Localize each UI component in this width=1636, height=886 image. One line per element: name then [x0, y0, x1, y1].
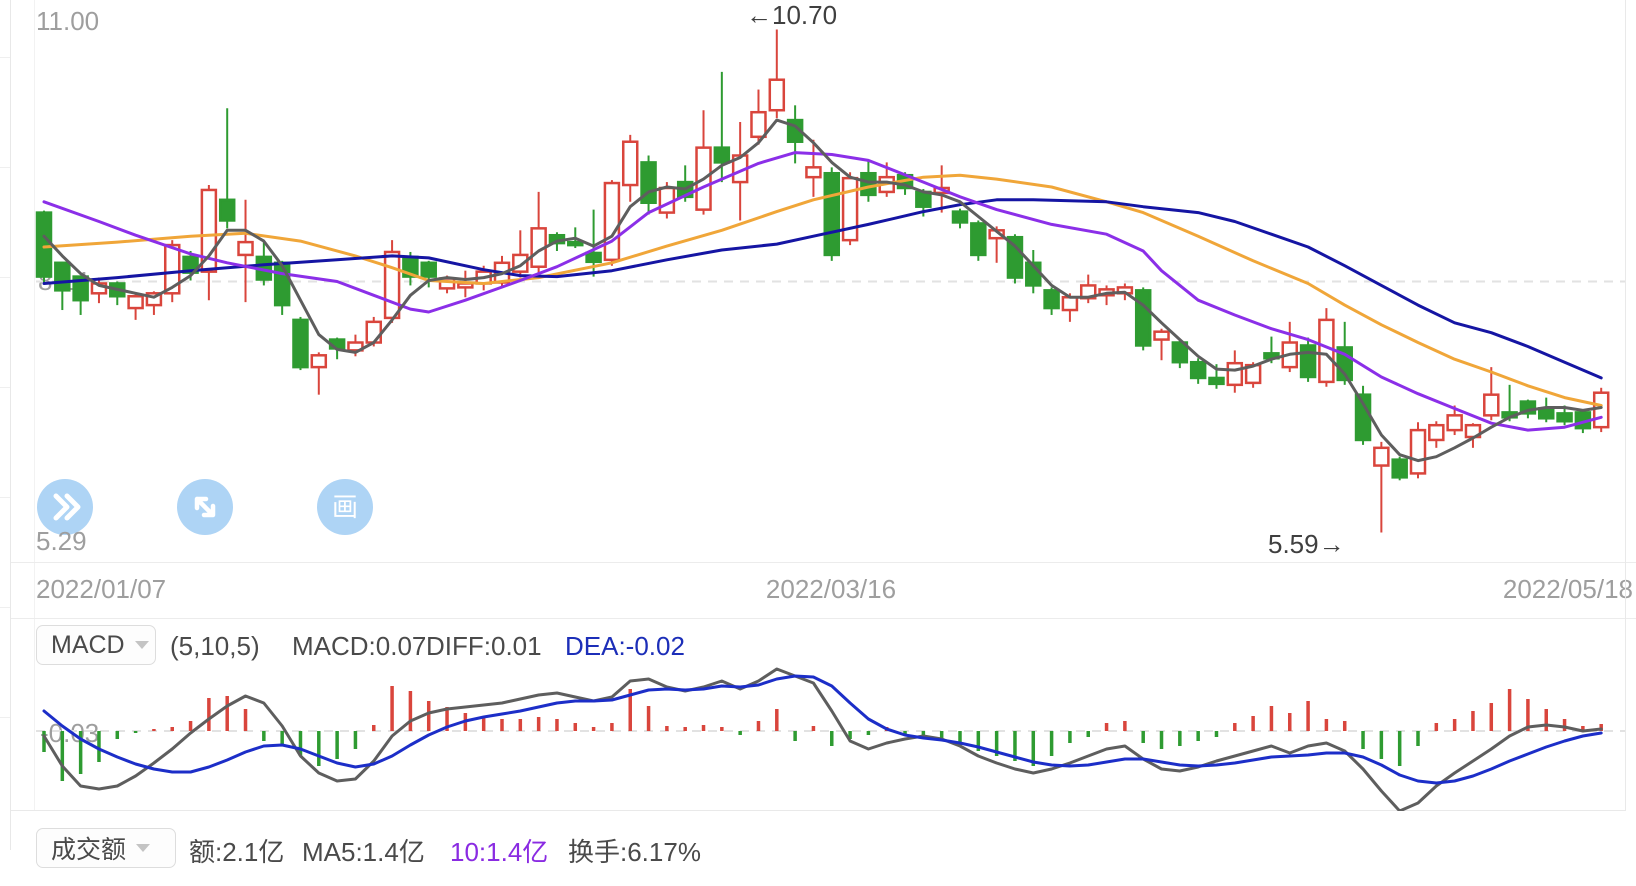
fullscreen-button[interactable] — [177, 479, 233, 535]
macd-indicator-selector[interactable]: MACD — [36, 625, 156, 665]
double-chevron-right-icon — [53, 493, 81, 521]
candlestick-canvas[interactable] — [0, 0, 1636, 562]
high-price-annotation: ←10.70 — [746, 0, 838, 30]
macd-panel[interactable]: MACD (5,10,5) MACD:0.07 DIFF:0.01 DEA:-0… — [0, 618, 1636, 811]
draw-tool-button[interactable]: 画 — [317, 479, 373, 535]
date-tick-start: 2022/01/07 — [36, 574, 167, 604]
volume-ma5: MA5:1.4亿 — [302, 837, 425, 867]
volume-indicator-selector[interactable]: 成交额 — [36, 828, 176, 868]
macd-canvas[interactable] — [0, 663, 1636, 811]
turnover-amount: 额:2.1亿 — [189, 837, 285, 867]
panel-divider — [10, 810, 1626, 811]
chevron-down-icon — [136, 844, 151, 852]
chart-right-border — [1625, 0, 1626, 810]
price-axis-max-label: 11.00 — [36, 6, 100, 36]
date-tick-end: 2022/05/18 — [1502, 574, 1633, 604]
turnover-rate: 换手:6.17% — [568, 837, 701, 867]
macd-selector-label: MACD — [51, 630, 125, 659]
chart-left-gridline — [34, 0, 35, 810]
volume-panel-header: 成交额 额:2.1亿 MA5:1.4亿 10:1.4亿 换手:6.17% — [0, 826, 1636, 886]
stock-chart-screen: 11.00 8.14 5.29 ←10.70 5.59→ 画 2022/01/0… — [0, 0, 1636, 868]
date-tick-middle: 2022/03/16 — [765, 574, 897, 604]
diff-value: DIFF:0.01 — [426, 631, 542, 661]
collapse-panel-button[interactable] — [37, 479, 93, 535]
left-axis-strip — [0, 0, 11, 850]
volume-ma10: 10:1.4亿 — [450, 837, 549, 867]
price-axis-min-label: 5.29 — [36, 526, 87, 556]
volume-selector-label: 成交额 — [51, 836, 127, 864]
chevron-down-icon — [134, 641, 149, 649]
expand-diagonal-icon — [194, 496, 216, 518]
macd-params: (5,10,5) — [170, 631, 260, 661]
dea-value: DEA:-0.02 — [565, 631, 685, 661]
macd-value: MACD:0.07 — [292, 631, 427, 661]
low-price-annotation: 5.59→ — [1268, 529, 1345, 559]
date-axis: 2022/01/07 2022/03/16 2022/05/18 — [0, 562, 1636, 618]
draw-icon: 画 — [331, 492, 358, 522]
price-chart-panel[interactable]: 11.00 8.14 5.29 ←10.70 5.59→ 画 — [0, 0, 1636, 563]
